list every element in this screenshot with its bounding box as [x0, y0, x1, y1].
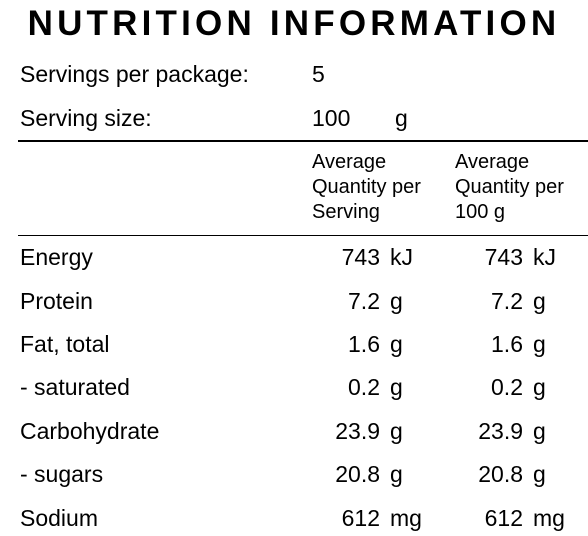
per-100g-value: 612	[484, 505, 523, 531]
per-100g-value: 0.2	[491, 374, 523, 400]
servings-per-package-value: 5	[312, 61, 325, 87]
servings-per-package-label: Servings per package:	[20, 61, 249, 87]
per-serving-value: 20.8	[335, 461, 380, 487]
per-serving-unit: kJ	[390, 244, 413, 270]
column-header-divider	[18, 235, 588, 236]
per-serving-unit: mg	[390, 505, 422, 531]
nutrient-name: - sugars	[20, 461, 104, 487]
per-serving-unit: g	[390, 461, 403, 487]
nutrient-name: Energy	[20, 244, 93, 270]
per-serving-unit: g	[390, 374, 403, 400]
per-100g-unit: g	[533, 288, 546, 314]
per-100g-value: 7.2	[491, 288, 523, 314]
per-100g-unit: g	[533, 374, 546, 400]
column-header-line: Serving	[312, 201, 380, 223]
nutrient-name: - saturated	[20, 374, 130, 400]
column-header-per-serving: Average Quantity per Serving	[312, 150, 421, 225]
per-serving-unit: g	[390, 418, 403, 444]
per-serving-value: 7.2	[348, 288, 380, 314]
per-serving-value: 0.2	[348, 374, 380, 400]
per-serving-unit: g	[390, 288, 403, 314]
per-100g-value: 20.8	[478, 461, 523, 487]
per-serving-value: 1.6	[348, 331, 380, 357]
per-100g-value: 1.6	[491, 331, 523, 357]
serving-size-label: Serving size:	[20, 105, 152, 131]
per-100g-value: 23.9	[478, 418, 523, 444]
per-100g-unit: g	[533, 331, 546, 357]
nutrient-name: Protein	[20, 288, 93, 314]
per-100g-unit: mg	[533, 505, 565, 531]
per-serving-value: 23.9	[335, 418, 380, 444]
panel-title: NUTRITION INFORMATION	[27, 4, 561, 43]
column-header-line: 100 g	[455, 201, 506, 223]
per-serving-value: 743	[341, 244, 380, 270]
column-header-line: Average	[455, 151, 530, 173]
per-100g-value: 743	[484, 244, 523, 270]
serving-size-unit: g	[395, 105, 408, 131]
header-divider	[18, 140, 588, 142]
nutrient-name: Carbohydrate	[20, 418, 160, 444]
nutrient-name: Fat, total	[20, 331, 110, 357]
per-serving-unit: g	[390, 331, 403, 357]
column-header-line: Quantity per	[312, 176, 421, 198]
column-header-line: Average	[312, 151, 387, 173]
per-100g-unit: g	[533, 418, 546, 444]
column-header-per-100g: Average Quantity per 100 g	[455, 150, 564, 225]
per-100g-unit: kJ	[533, 244, 556, 270]
serving-size-value: 100	[312, 105, 351, 131]
per-serving-value: 612	[341, 505, 380, 531]
column-header-line: Quantity per	[455, 176, 564, 198]
nutrient-name: Sodium	[20, 505, 98, 531]
per-100g-unit: g	[533, 461, 546, 487]
